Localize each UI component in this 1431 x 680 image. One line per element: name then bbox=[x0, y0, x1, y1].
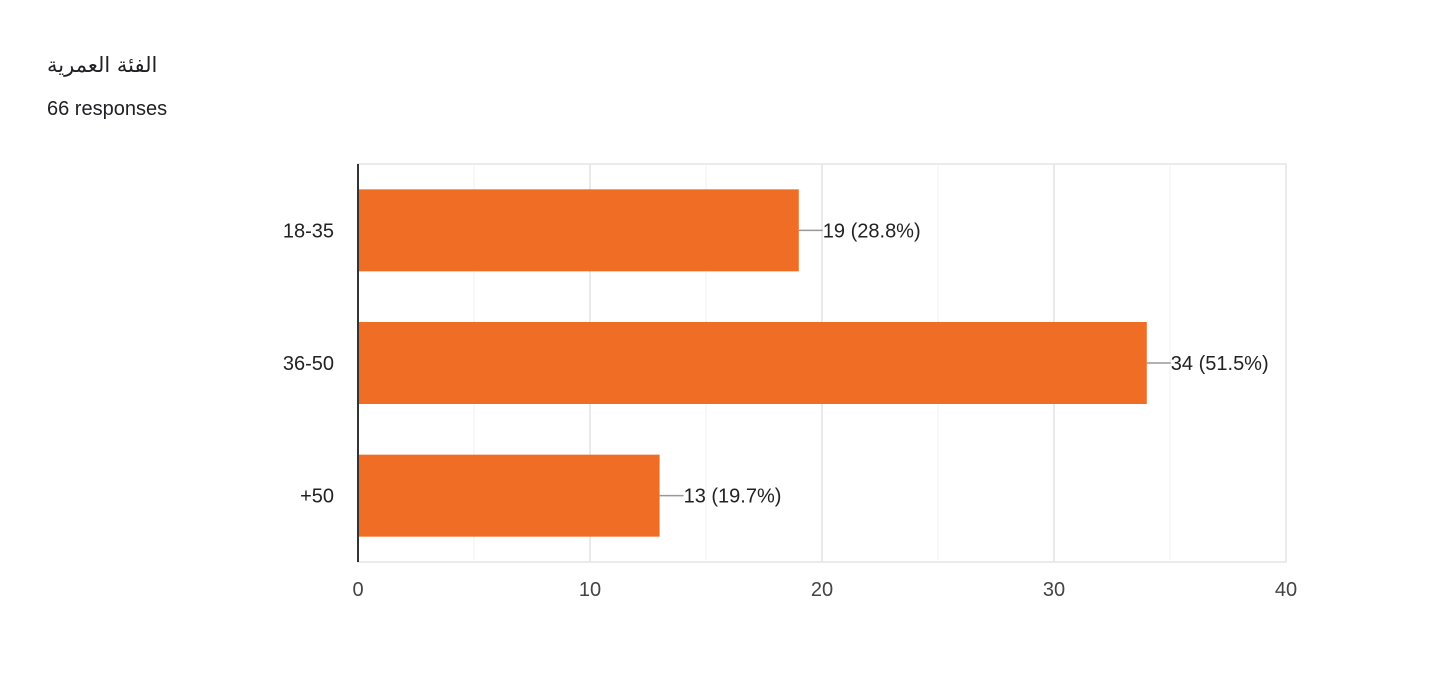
x-tick-label: 20 bbox=[811, 579, 833, 601]
bar-+50 bbox=[358, 454, 660, 537]
category-label: +50 bbox=[300, 486, 334, 508]
category-label: 18-35 bbox=[283, 220, 334, 242]
data-label: 13 (19.7%) bbox=[684, 486, 782, 508]
data-label: 34 (51.5%) bbox=[1171, 353, 1269, 375]
x-tick-labels: 0 10 20 30 40 bbox=[352, 579, 1297, 601]
question-title: الفئة العمرية bbox=[47, 53, 158, 77]
x-tick-label: 0 bbox=[352, 579, 363, 601]
x-tick-label: 10 bbox=[579, 579, 601, 601]
response-count: 66 responses bbox=[47, 98, 168, 120]
bar-36-50 bbox=[358, 322, 1147, 404]
data-labels: 19 (28.8%) 34 (51.5%) 13 (19.7%) bbox=[684, 220, 1269, 507]
x-tick-label: 40 bbox=[1275, 579, 1297, 601]
bar-18-35 bbox=[358, 189, 799, 272]
leader-lines bbox=[659, 229, 1171, 497]
data-label: 19 (28.8%) bbox=[823, 220, 921, 242]
x-tick-label: 30 bbox=[1043, 579, 1065, 601]
bars bbox=[358, 189, 1147, 537]
category-label: 36-50 bbox=[283, 353, 334, 375]
category-labels: 18-35 36-50 +50 bbox=[283, 220, 334, 507]
